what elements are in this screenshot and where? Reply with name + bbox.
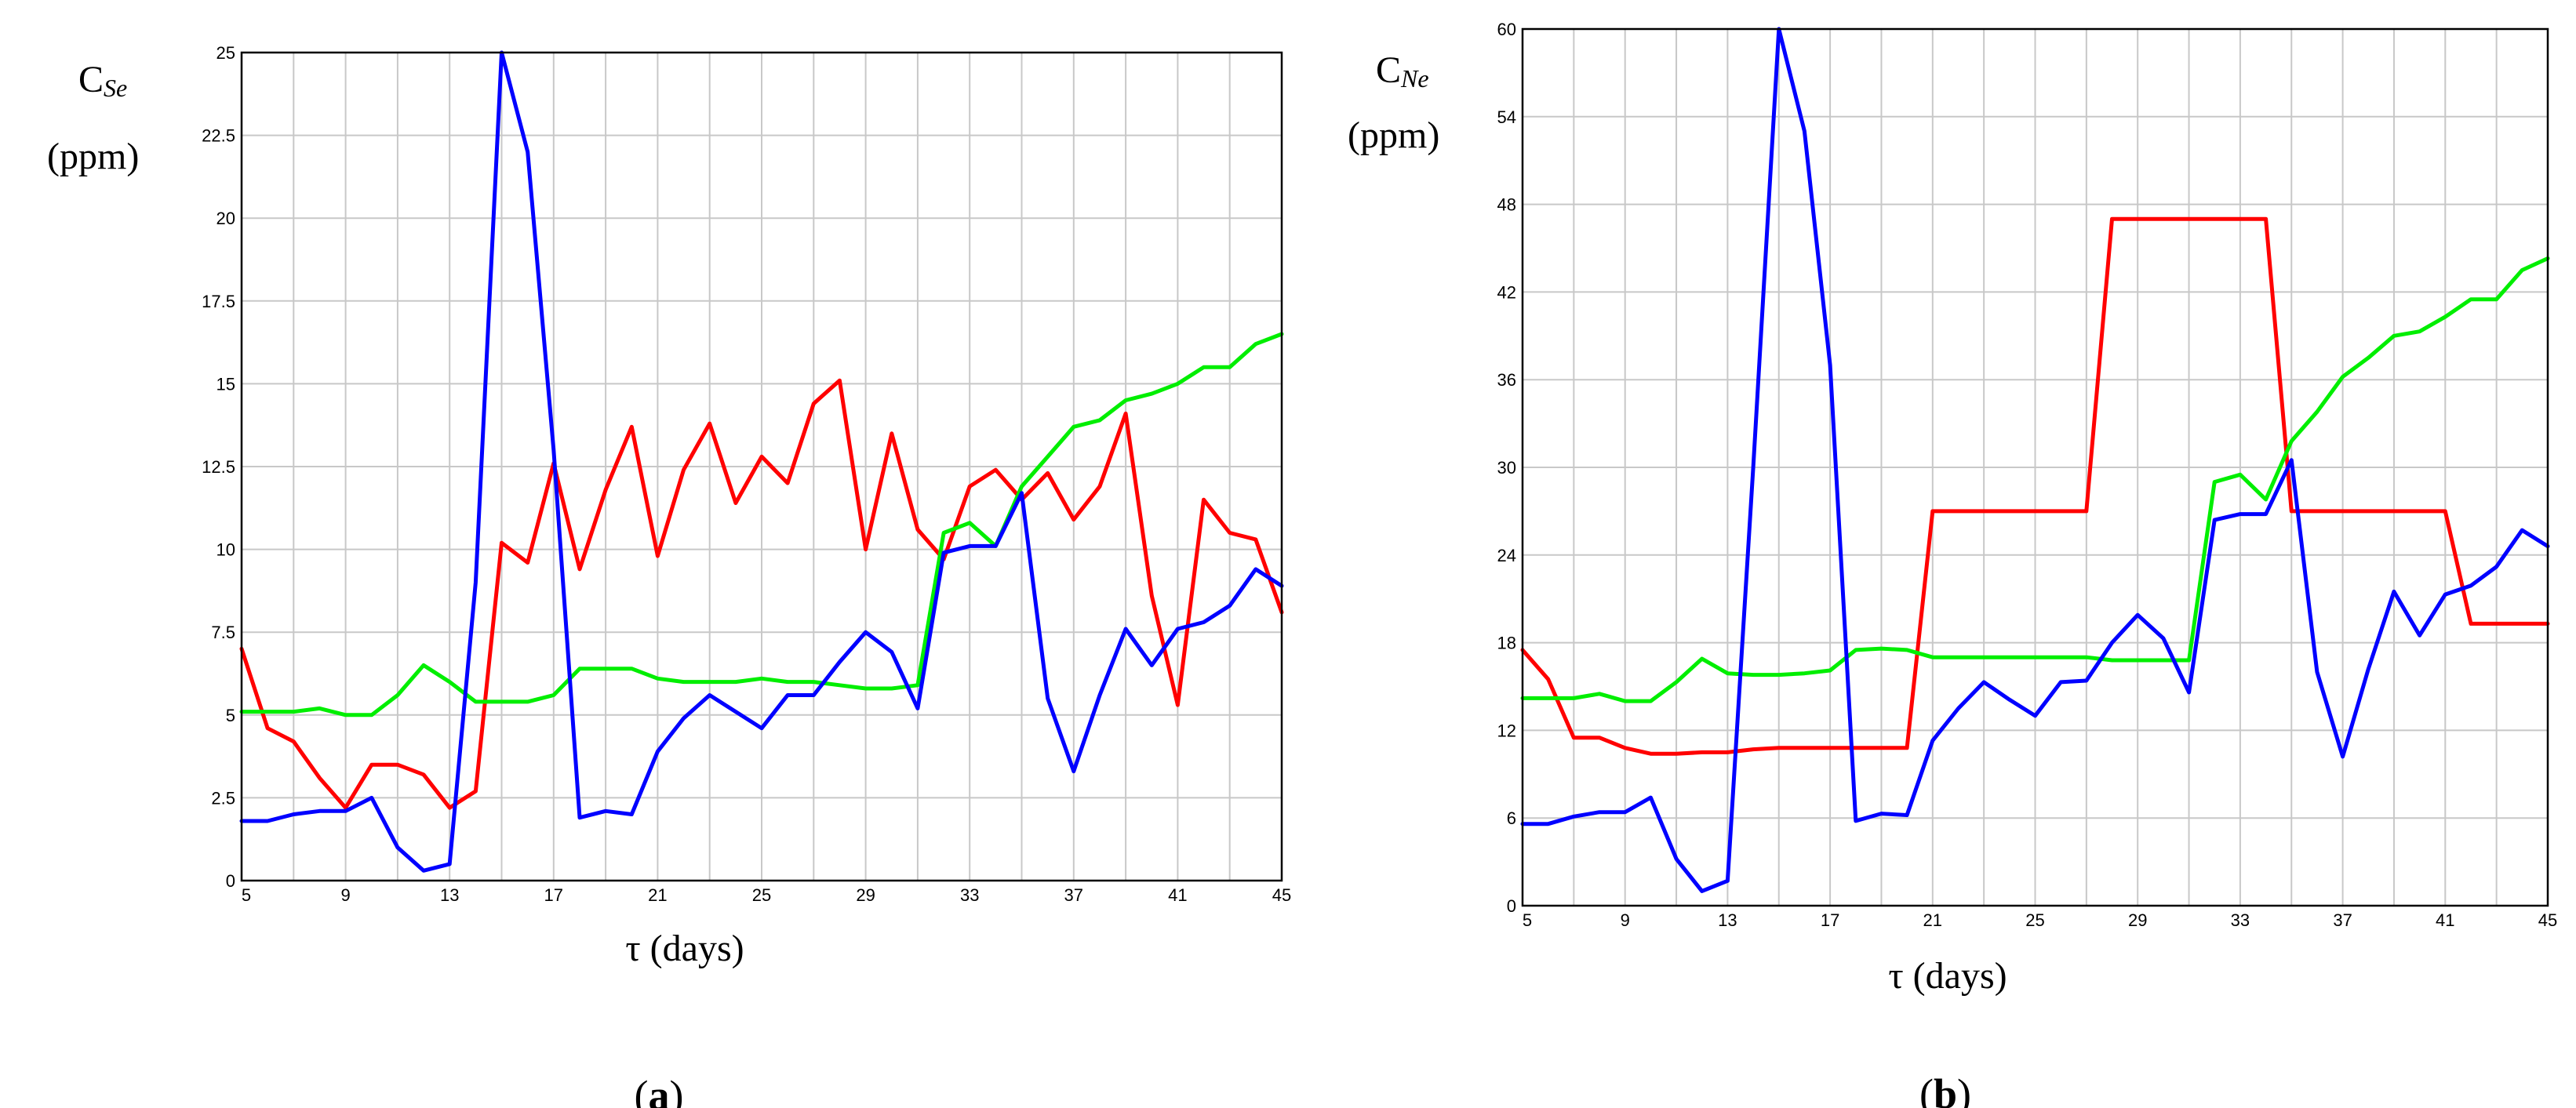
y-tick-label: 36	[1497, 370, 1516, 390]
y-tick-label: 22.5	[202, 126, 235, 146]
x-tick-label: 9	[340, 885, 350, 905]
y-tick-label: 0	[1507, 896, 1516, 916]
y-axis-unit-a: (ppm)	[47, 136, 139, 177]
y-tick-label: 25	[216, 43, 235, 63]
x-tick-label: 5	[1523, 910, 1532, 930]
y-axis-label-a: CSe	[78, 59, 127, 102]
x-tick-label: 5	[242, 885, 251, 905]
blue-series-line	[1520, 27, 2550, 893]
panel-caption-a: (a)	[635, 1072, 684, 1108]
y-tick-labels-b: 0 6 12 18 24 30 36 42 48 54 60	[1497, 20, 1516, 916]
y-tick-label: 42	[1497, 282, 1516, 302]
y-tick-label: 54	[1497, 107, 1516, 127]
x-tick-label: 9	[1621, 910, 1630, 930]
chart-panel-b: 5 9 13 17 21 25 29 33 37 41 45 0 6 12 18 24 30 36 42 48 54 6…	[1348, 20, 2557, 1108]
green-series-line	[239, 332, 1284, 717]
y-tick-labels-a: 0 2.5 5 7.5 10 12.5 15 17.5 20 22.5 25	[202, 43, 235, 891]
y-tick-label: 48	[1497, 195, 1516, 215]
x-tick-label: 45	[2538, 910, 2557, 930]
series-layer-b	[1520, 27, 2550, 893]
x-tick-label: 25	[752, 885, 771, 905]
x-tick-label: 29	[2128, 910, 2147, 930]
x-tick-label: 41	[2436, 910, 2454, 930]
red-series-line	[1520, 216, 2550, 756]
x-tick-label: 17	[1821, 910, 1839, 930]
x-tick-label: 21	[648, 885, 667, 905]
x-tick-label: 13	[440, 885, 459, 905]
y-tick-label: 12.5	[202, 457, 235, 477]
y-tick-label: 0	[226, 871, 235, 891]
red-series-line	[239, 378, 1284, 810]
x-tick-labels-b: 5 9 13 17 21 25 29 33 37 41 45	[1523, 910, 2557, 930]
x-tick-label: 25	[2025, 910, 2044, 930]
y-tick-label: 6	[1507, 808, 1516, 828]
chart-panel-a: 5 9 13 17 21 25 29 33 37 41 45 0 2.5 5 7.5 10 12.5 15 17.…	[47, 43, 1291, 1108]
y-tick-label: 12	[1497, 721, 1516, 740]
y-tick-label: 7.5	[211, 623, 235, 642]
x-tick-label: 45	[1272, 885, 1291, 905]
x-tick-label: 13	[1718, 910, 1737, 930]
x-tick-labels-a: 5 9 13 17 21 25 29 33 37 41 45	[242, 885, 1291, 905]
y-tick-label: 17.5	[202, 292, 235, 311]
gridlines-a	[241, 52, 1283, 881]
y-tick-label: 15	[216, 374, 235, 394]
series-layer-a	[239, 50, 1284, 873]
x-tick-label: 29	[856, 885, 875, 905]
plot-frame-a	[240, 51, 1283, 882]
y-axis-unit-b: (ppm)	[1348, 114, 1439, 156]
x-tick-label: 37	[1064, 885, 1083, 905]
x-tick-label: 33	[2231, 910, 2250, 930]
x-axis-label-a: τ (days)	[625, 928, 744, 969]
y-tick-label: 10	[216, 540, 235, 560]
panel-caption-b: (b)	[1919, 1070, 1971, 1108]
x-tick-label: 21	[1923, 910, 1942, 930]
x-tick-label: 17	[544, 885, 563, 905]
y-axis-label-b: CNe	[1376, 49, 1429, 93]
y-tick-label: 20	[216, 209, 235, 228]
y-tick-label: 60	[1497, 20, 1516, 39]
y-tick-label: 30	[1497, 458, 1516, 478]
gridlines-b	[1522, 28, 2549, 906]
x-tick-label: 37	[2333, 910, 2352, 930]
y-tick-label: 5	[226, 706, 235, 725]
x-axis-label-b: τ (days)	[1888, 955, 2007, 997]
y-tick-label: 2.5	[211, 788, 235, 808]
blue-series-line	[239, 50, 1284, 873]
plot-frame-b	[1521, 27, 2549, 907]
green-series-line	[1520, 256, 2550, 703]
x-tick-label: 41	[1168, 885, 1187, 905]
y-tick-label: 18	[1497, 634, 1516, 653]
x-tick-label: 33	[960, 885, 979, 905]
y-tick-label: 24	[1497, 546, 1516, 565]
